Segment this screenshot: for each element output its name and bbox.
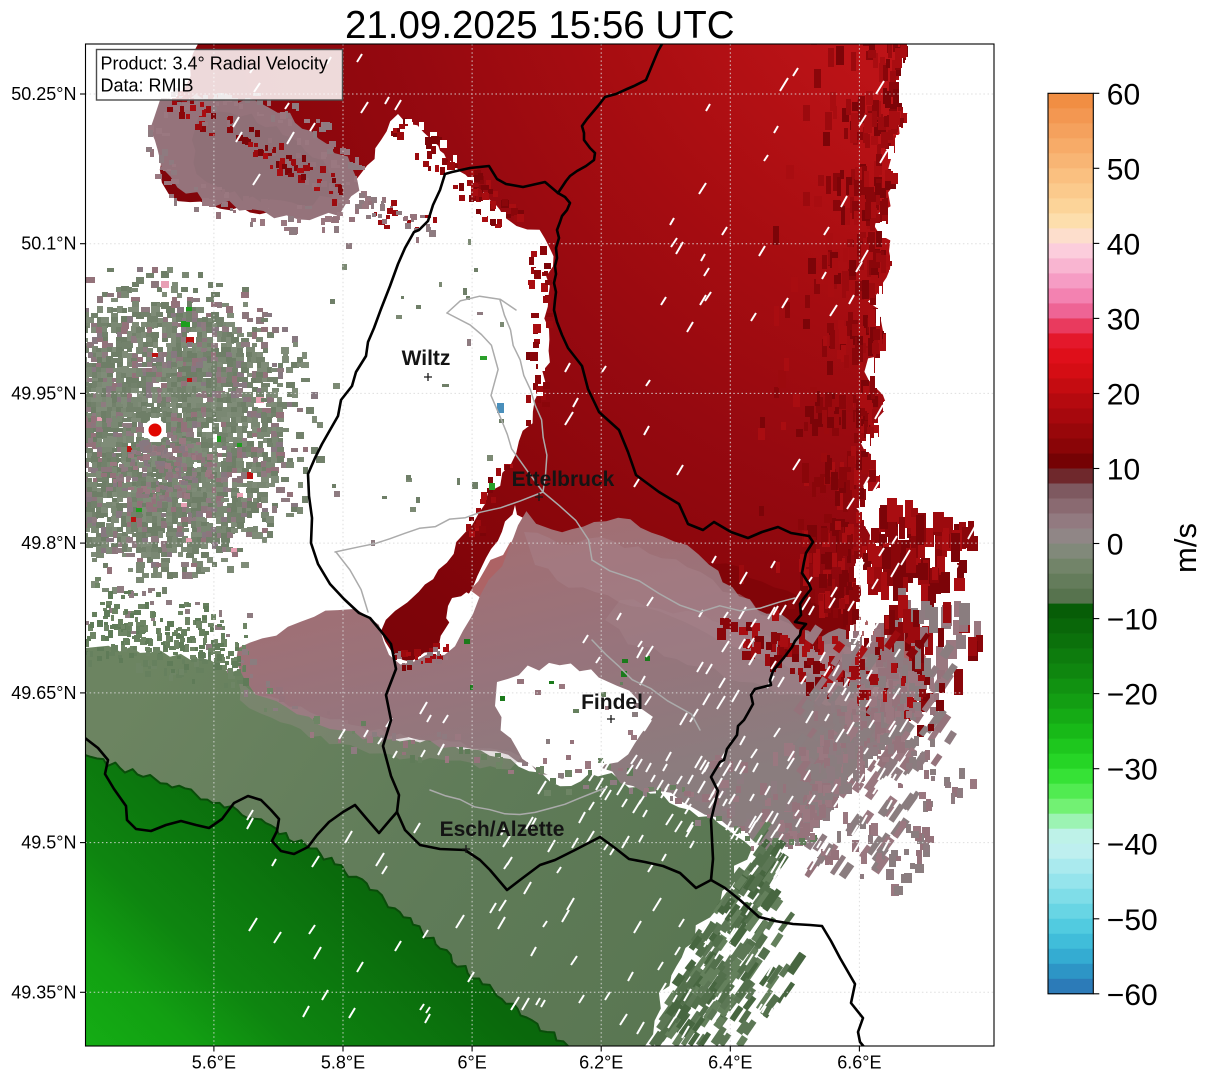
svg-text:Esch/Alzette: Esch/Alzette	[440, 818, 565, 841]
svg-text:49.8°N: 49.8°N	[21, 533, 76, 553]
svg-text:−50: −50	[1107, 904, 1158, 937]
svg-text:50.25°N: 50.25°N	[11, 84, 76, 104]
svg-text:49.65°N: 49.65°N	[11, 683, 76, 703]
svg-text:49.5°N: 49.5°N	[21, 833, 76, 853]
svg-text:10: 10	[1107, 454, 1140, 487]
svg-text:50: 50	[1107, 153, 1140, 186]
svg-text:−20: −20	[1107, 679, 1158, 712]
svg-text:Wiltz: Wiltz	[402, 347, 451, 370]
svg-text:6.2°E: 6.2°E	[579, 1053, 623, 1073]
svg-text:5.6°E: 5.6°E	[192, 1053, 236, 1073]
svg-text:21.09.2025 15:56 UTC: 21.09.2025 15:56 UTC	[345, 4, 735, 47]
svg-text:20: 20	[1107, 379, 1140, 412]
svg-text:−30: −30	[1107, 754, 1158, 787]
svg-text:49.95°N: 49.95°N	[11, 383, 76, 403]
svg-text:5.8°E: 5.8°E	[321, 1053, 365, 1073]
svg-text:Data: RMIB: Data: RMIB	[101, 76, 194, 96]
svg-text:60: 60	[1107, 78, 1140, 111]
svg-text:Product: 3.4° Radial Velocity: Product: 3.4° Radial Velocity	[101, 54, 328, 74]
svg-text:Findel: Findel	[581, 691, 643, 714]
svg-text:6.4°E: 6.4°E	[708, 1053, 752, 1073]
svg-text:−10: −10	[1107, 604, 1158, 637]
svg-text:m/s: m/s	[1168, 523, 1203, 573]
svg-text:Ettelbruck: Ettelbruck	[512, 468, 615, 491]
svg-text:50.1°N: 50.1°N	[21, 234, 76, 254]
svg-text:−60: −60	[1107, 979, 1158, 1012]
svg-text:49.35°N: 49.35°N	[11, 982, 76, 1002]
svg-text:6°E: 6°E	[457, 1053, 486, 1073]
svg-text:0: 0	[1107, 529, 1124, 562]
svg-text:−40: −40	[1107, 829, 1158, 862]
svg-text:6.6°E: 6.6°E	[837, 1053, 881, 1073]
svg-text:40: 40	[1107, 228, 1140, 261]
svg-text:30: 30	[1107, 303, 1140, 336]
